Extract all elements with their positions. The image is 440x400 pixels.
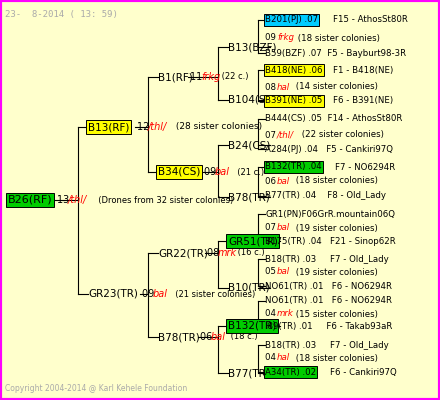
Text: 08: 08 xyxy=(207,248,222,258)
Text: F15 - AthosSt80R: F15 - AthosSt80R xyxy=(333,16,408,24)
Text: (22 c.): (22 c.) xyxy=(219,72,249,82)
Text: 09: 09 xyxy=(142,289,158,299)
Text: mrk: mrk xyxy=(218,248,237,258)
Text: 09: 09 xyxy=(265,34,279,42)
Text: 12: 12 xyxy=(137,122,153,132)
Text: B1(RF): B1(RF) xyxy=(158,72,193,82)
Text: /thl/: /thl/ xyxy=(148,122,167,132)
Text: (14 sister colonies): (14 sister colonies) xyxy=(293,82,378,92)
Text: B13(BZF): B13(BZF) xyxy=(228,42,276,52)
Text: 04: 04 xyxy=(265,310,279,318)
Text: /thl/: /thl/ xyxy=(277,130,294,140)
Text: B444(CS) .05  F14 - AthosSt80R: B444(CS) .05 F14 - AthosSt80R xyxy=(265,114,402,124)
Text: bal: bal xyxy=(277,224,290,232)
Text: bal: bal xyxy=(277,176,290,186)
Text: 23-  8-2014 ( 13: 59): 23- 8-2014 ( 13: 59) xyxy=(5,10,118,19)
Text: 08: 08 xyxy=(265,82,279,92)
Text: bal: bal xyxy=(215,167,230,177)
Text: B13(RF): B13(RF) xyxy=(88,122,129,132)
Text: A34(TR) .02: A34(TR) .02 xyxy=(265,368,316,376)
Text: (19 sister colonies): (19 sister colonies) xyxy=(293,268,378,276)
Text: B18(TR) .03     F7 - Old_Lady: B18(TR) .03 F7 - Old_Lady xyxy=(265,254,389,264)
Text: 06: 06 xyxy=(265,176,279,186)
Text: bal: bal xyxy=(153,289,168,299)
Text: NO61(TR) .01   F6 - NO6294R: NO61(TR) .01 F6 - NO6294R xyxy=(265,296,392,306)
Text: (28 sister colonies): (28 sister colonies) xyxy=(173,122,262,132)
Text: GR22(TR): GR22(TR) xyxy=(158,248,208,258)
Text: 07: 07 xyxy=(265,224,279,232)
Text: F1 - B418(NE): F1 - B418(NE) xyxy=(333,66,393,74)
Text: (22 sister colonies): (22 sister colonies) xyxy=(299,130,384,140)
Text: (18 sister colonies): (18 sister colonies) xyxy=(293,354,378,362)
Text: (18 sister colonies): (18 sister colonies) xyxy=(295,34,380,42)
Text: B132(TR): B132(TR) xyxy=(228,321,276,331)
Text: F6 - B391(NE): F6 - B391(NE) xyxy=(333,96,393,106)
Text: B78(TR): B78(TR) xyxy=(228,192,270,202)
Text: frkg: frkg xyxy=(201,72,220,82)
Text: GR1(PN)F06GrR.mountain06Q: GR1(PN)F06GrR.mountain06Q xyxy=(265,210,395,218)
Text: (16 c.): (16 c.) xyxy=(235,248,264,258)
Text: frkg: frkg xyxy=(277,34,294,42)
Text: F7 - NO6294R: F7 - NO6294R xyxy=(335,162,395,172)
Text: 05: 05 xyxy=(265,268,279,276)
Text: /thl/: /thl/ xyxy=(68,195,87,205)
Text: (15 sister colonies): (15 sister colonies) xyxy=(293,310,378,318)
Text: Copyright 2004-2014 @ Karl Kehele Foundation: Copyright 2004-2014 @ Karl Kehele Founda… xyxy=(5,384,187,393)
Text: B77(TR) .04    F8 - Old_Lady: B77(TR) .04 F8 - Old_Lady xyxy=(265,192,386,200)
Text: A284(PJ) .04   F5 - Cankiri97Q: A284(PJ) .04 F5 - Cankiri97Q xyxy=(265,144,393,154)
Text: B418(NE) .06: B418(NE) .06 xyxy=(265,66,323,74)
Text: B201(PJ) .07: B201(PJ) .07 xyxy=(265,16,318,24)
Text: B34(CS): B34(CS) xyxy=(158,167,200,177)
Text: (18 sister colonies): (18 sister colonies) xyxy=(293,176,378,186)
Text: B391(NE) .05: B391(NE) .05 xyxy=(265,96,323,106)
Text: B175(TR) .04   F21 - Sinop62R: B175(TR) .04 F21 - Sinop62R xyxy=(265,238,396,246)
Text: GR51(TR): GR51(TR) xyxy=(228,236,278,246)
Text: bal: bal xyxy=(277,268,290,276)
Text: (18 c.): (18 c.) xyxy=(228,332,258,342)
Text: I89(TR) .01     F6 - Takab93aR: I89(TR) .01 F6 - Takab93aR xyxy=(265,322,392,332)
Text: B24(CS): B24(CS) xyxy=(228,140,270,150)
Text: B77(TR): B77(TR) xyxy=(228,368,270,378)
Text: hal: hal xyxy=(277,82,290,92)
Text: 13: 13 xyxy=(57,195,72,205)
Text: B26(RF): B26(RF) xyxy=(8,195,53,205)
Text: B132(TR) .04: B132(TR) .04 xyxy=(265,162,322,172)
Text: 09: 09 xyxy=(204,167,220,177)
Text: GR23(TR): GR23(TR) xyxy=(88,289,138,299)
Text: B78(TR): B78(TR) xyxy=(158,332,200,342)
Text: hal: hal xyxy=(277,354,290,362)
Text: B18(TR) .03     F7 - Old_Lady: B18(TR) .03 F7 - Old_Lady xyxy=(265,340,389,350)
Text: 06: 06 xyxy=(200,332,215,342)
Text: (19 sister colonies): (19 sister colonies) xyxy=(293,224,378,232)
Text: 07: 07 xyxy=(265,130,279,140)
Text: (Drones from 32 sister colonies): (Drones from 32 sister colonies) xyxy=(93,196,233,204)
Text: 04: 04 xyxy=(265,354,279,362)
Text: bal: bal xyxy=(211,332,226,342)
Text: B10(TR): B10(TR) xyxy=(228,283,270,293)
Text: F6 - Cankiri97Q: F6 - Cankiri97Q xyxy=(330,368,397,376)
Text: B59(BZF) .07  F5 - Bayburt98-3R: B59(BZF) .07 F5 - Bayburt98-3R xyxy=(265,48,406,58)
Text: 11: 11 xyxy=(190,72,205,82)
Text: mrk: mrk xyxy=(277,310,294,318)
Text: NO61(TR) .01   F6 - NO6294R: NO61(TR) .01 F6 - NO6294R xyxy=(265,282,392,290)
Text: B104(SL): B104(SL) xyxy=(228,95,275,105)
Text: (21 sister colonies): (21 sister colonies) xyxy=(170,290,255,298)
Text: (21 c.): (21 c.) xyxy=(232,168,264,176)
